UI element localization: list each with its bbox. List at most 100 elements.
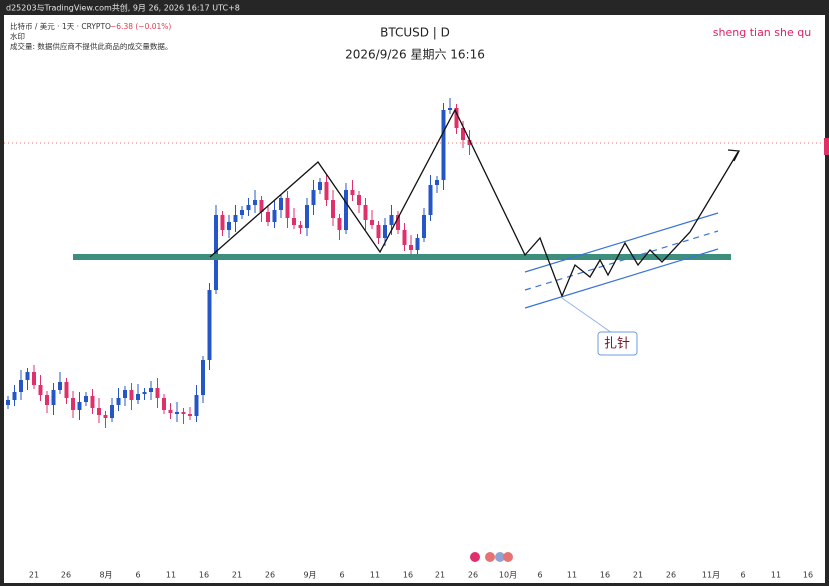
x-tick-label: 10月 bbox=[499, 571, 517, 580]
candle bbox=[285, 198, 290, 218]
x-tick-label: 16 bbox=[803, 571, 813, 580]
symbol: 比特币 / 美元 · 1天 · CRYPTO bbox=[10, 21, 111, 31]
candle bbox=[136, 394, 140, 400]
candle bbox=[58, 382, 62, 390]
candle bbox=[324, 182, 329, 200]
x-tick-label: 26 bbox=[468, 571, 478, 580]
watermark: 水印 bbox=[10, 31, 25, 41]
x-tick-label: 8月 bbox=[99, 571, 112, 580]
x-tick-label: 16 bbox=[199, 571, 209, 580]
chart-title: BTCUSD | D bbox=[380, 26, 450, 40]
candle bbox=[357, 195, 361, 205]
candle bbox=[467, 140, 472, 145]
candle bbox=[149, 388, 153, 392]
candle bbox=[370, 220, 374, 225]
x-tick-label: 26 bbox=[666, 571, 676, 580]
candle bbox=[64, 382, 69, 398]
candle bbox=[311, 190, 316, 205]
candle bbox=[266, 212, 270, 222]
channel-mid bbox=[524, 230, 719, 291]
candle bbox=[19, 380, 23, 392]
x-tick-label: 6 bbox=[339, 571, 344, 580]
candle bbox=[220, 215, 225, 230]
candle bbox=[298, 225, 303, 228]
chart-area bbox=[4, 15, 825, 583]
candle bbox=[337, 218, 342, 230]
candle bbox=[441, 110, 446, 180]
x-tick-label: 26 bbox=[61, 571, 71, 580]
icon bbox=[470, 552, 480, 562]
candle bbox=[389, 215, 394, 225]
x-tick-label: 21 bbox=[435, 571, 445, 580]
candle bbox=[227, 222, 231, 230]
candle bbox=[168, 410, 173, 413]
candle bbox=[402, 230, 407, 245]
x-tick-label: 21 bbox=[633, 571, 643, 580]
support-band bbox=[73, 254, 731, 260]
x-tick-label: 6 bbox=[537, 571, 542, 580]
candle bbox=[162, 398, 166, 410]
arrow-head bbox=[727, 149, 741, 162]
candle bbox=[25, 372, 30, 380]
x-tick-label: 21 bbox=[29, 571, 39, 580]
candle bbox=[116, 398, 121, 405]
candle bbox=[103, 415, 108, 418]
caption: d25203与TradingView.com共创, 9月 26, 2026 16… bbox=[6, 3, 240, 13]
candle bbox=[318, 182, 322, 190]
x-tick-label: 11 bbox=[166, 571, 176, 580]
icon bbox=[495, 552, 505, 562]
callout-box bbox=[597, 331, 638, 356]
candle bbox=[155, 388, 160, 398]
path-line bbox=[209, 108, 739, 298]
candle bbox=[259, 200, 264, 212]
candle bbox=[415, 238, 420, 250]
candle bbox=[188, 414, 192, 416]
candle bbox=[6, 400, 10, 405]
candle bbox=[428, 185, 433, 215]
candle bbox=[32, 372, 36, 385]
candle bbox=[194, 395, 199, 416]
candle bbox=[207, 290, 212, 360]
x-tick-label: 11 bbox=[567, 571, 577, 580]
candle bbox=[279, 198, 283, 210]
candle bbox=[363, 205, 368, 220]
candle bbox=[45, 395, 49, 405]
x-tick-label: 21 bbox=[232, 571, 242, 580]
candle bbox=[129, 390, 134, 400]
candle bbox=[51, 390, 56, 405]
x-tick-label: 9月 bbox=[303, 571, 316, 580]
candle bbox=[123, 390, 127, 398]
candle bbox=[305, 205, 309, 228]
change: −6.38 (−0.01%) bbox=[110, 22, 171, 31]
candle bbox=[383, 225, 387, 238]
candle bbox=[110, 405, 114, 418]
candle bbox=[84, 396, 88, 402]
candle bbox=[448, 108, 452, 110]
candle bbox=[253, 200, 257, 205]
candle bbox=[246, 205, 251, 210]
volume-note: 成交量: 数据供应商不提供此商品的成交量数据。 bbox=[10, 41, 172, 51]
x-tick-label: 11月 bbox=[702, 571, 720, 580]
candle bbox=[90, 396, 95, 408]
candle bbox=[331, 200, 335, 218]
x-tick-label: 11 bbox=[771, 571, 781, 580]
candle bbox=[201, 360, 205, 395]
candle bbox=[77, 402, 82, 410]
x-tick-label: 16 bbox=[600, 571, 610, 580]
candle bbox=[38, 385, 43, 395]
candle bbox=[350, 190, 355, 195]
x-tick-label: 11 bbox=[370, 571, 380, 580]
candle bbox=[396, 215, 400, 230]
candle bbox=[181, 412, 186, 414]
callout-line bbox=[561, 297, 613, 334]
candle bbox=[422, 215, 426, 238]
candle bbox=[71, 398, 75, 410]
channel-top bbox=[524, 212, 719, 273]
x-tick-label: 16 bbox=[403, 571, 413, 580]
candle bbox=[435, 180, 439, 185]
callout-text: 扎针 bbox=[604, 337, 630, 352]
price-marker bbox=[824, 138, 829, 155]
candle bbox=[12, 392, 17, 400]
